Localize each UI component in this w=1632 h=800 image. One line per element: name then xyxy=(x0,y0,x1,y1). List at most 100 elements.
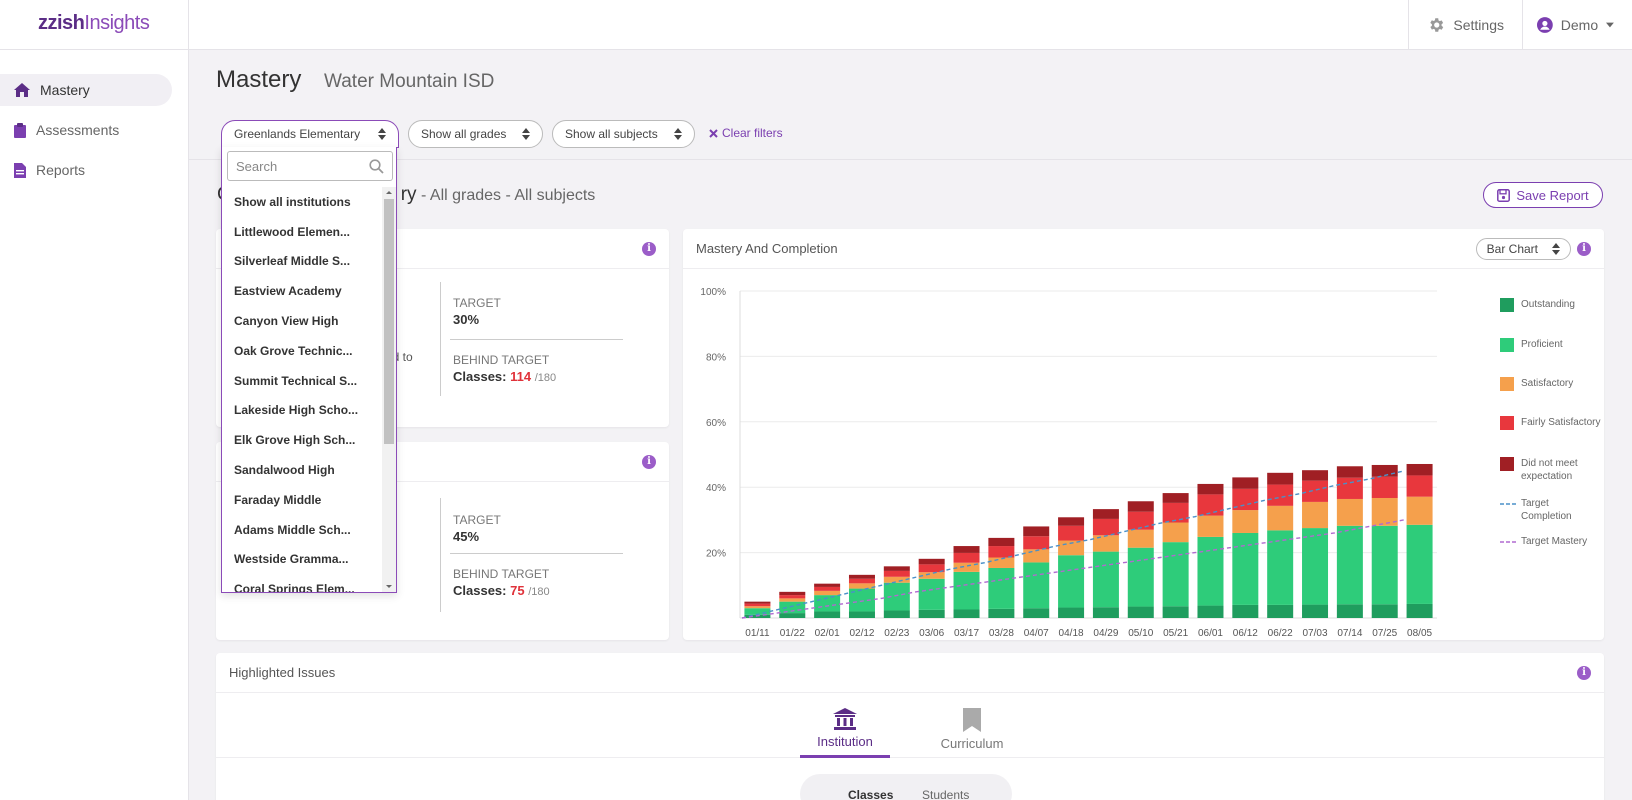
dropdown-item[interactable]: Coral Springs Elem... xyxy=(234,582,355,593)
app-logo[interactable]: zzishInsights xyxy=(38,12,150,34)
bar-segment xyxy=(1302,470,1329,481)
document-icon xyxy=(14,162,26,178)
dropdown-item[interactable]: Faraday Middle xyxy=(234,492,322,507)
sidebar-item-assessments[interactable]: Assessments xyxy=(0,114,172,146)
scroll-down-icon xyxy=(386,585,392,588)
scrollbar-thumb[interactable] xyxy=(384,199,394,444)
bar-segment xyxy=(1336,466,1363,478)
dropdown-scrollbar[interactable] xyxy=(382,187,396,592)
bar-segment xyxy=(1371,476,1398,498)
chart-card-title: Mastery And Completion xyxy=(696,241,838,256)
bar-segment xyxy=(1406,475,1433,497)
dropdown-item[interactable]: Adams Middle Sch... xyxy=(234,522,351,537)
card-header: i xyxy=(216,229,669,269)
info-icon[interactable]: i xyxy=(1577,241,1591,256)
grades-filter[interactable]: Show all grades xyxy=(408,120,543,148)
bar-segment xyxy=(1197,494,1224,516)
bar-segment xyxy=(744,603,771,607)
sidebar-item-label: Reports xyxy=(36,162,86,178)
bar-segment xyxy=(1336,604,1363,618)
top-divider xyxy=(188,0,189,50)
info-icon[interactable]: i xyxy=(642,241,656,256)
bar-segment xyxy=(1162,522,1189,543)
bar-segment xyxy=(953,562,980,572)
dropdown-item[interactable]: Oak Grove Technic... xyxy=(234,343,353,358)
bar-segment xyxy=(1127,547,1154,607)
bar-segment xyxy=(848,574,875,579)
tab-curriculum[interactable]: Curriculum xyxy=(927,708,1017,751)
bar-segment xyxy=(1302,501,1329,529)
dropdown-item[interactable]: Eastview Academy xyxy=(234,284,342,299)
bar-segment xyxy=(953,609,980,618)
legend-label: Target Mastery xyxy=(1521,536,1588,547)
seg-classes[interactable]: Classes xyxy=(848,788,894,800)
dropdown-item[interactable]: Summit Technical S... xyxy=(234,373,358,388)
dropdown-search-input[interactable]: Search xyxy=(227,151,393,181)
sidebar-item-mastery[interactable]: Mastery xyxy=(0,74,172,106)
x-tick-label: 01/22 xyxy=(780,628,805,639)
dropdown-item[interactable]: Elk Grove High Sch... xyxy=(234,433,356,448)
divider xyxy=(440,282,441,396)
info-icon[interactable]: i xyxy=(642,454,656,469)
district-name: Water Mountain ISD xyxy=(324,71,495,92)
bar-segment xyxy=(988,608,1015,618)
bar-segment xyxy=(1336,477,1363,499)
dropdown-item[interactable]: Littlewood Elemen... xyxy=(234,224,351,239)
info-icon[interactable]: i xyxy=(1577,665,1591,680)
save-report-button[interactable]: Save Report xyxy=(1483,182,1603,208)
bar-segment xyxy=(848,611,875,618)
card-header: Mastery And Completion Bar Chart i xyxy=(683,229,1604,269)
y-tick-label: 60% xyxy=(706,418,726,429)
bar-segment xyxy=(883,576,910,583)
bar-segment xyxy=(814,583,841,587)
behind-count: 75 xyxy=(510,583,525,598)
chart-type-select[interactable]: Bar Chart xyxy=(1475,237,1571,260)
bar-segment xyxy=(1023,608,1050,618)
bar-segment xyxy=(1232,488,1259,511)
clear-filters-link[interactable]: Clear filters xyxy=(709,126,783,140)
bar-segment xyxy=(1127,501,1154,512)
card-header: Highlighted Issues i xyxy=(216,653,1604,693)
bar-segment xyxy=(1371,604,1398,618)
x-tick-label: 07/03 xyxy=(1303,628,1328,639)
sort-arrows-icon xyxy=(1552,242,1560,255)
x-tick-label: 02/01 xyxy=(815,628,840,639)
dropdown-item[interactable]: Lakeside High Scho... xyxy=(234,403,359,418)
behind-target-block: BEHIND TARGET Classes: 75 /180 xyxy=(453,567,550,598)
legend-label: Did not meet expectation xyxy=(1521,458,1578,482)
bar-segment xyxy=(1302,480,1329,502)
institution-filter-value: Greenlands Elementary xyxy=(234,127,361,141)
dropdown-item[interactable]: Silverleaf Middle S... xyxy=(234,254,351,269)
institution-icon xyxy=(833,708,857,730)
dropdown-item[interactable]: Canyon View High xyxy=(234,314,339,329)
x-tick-label: 06/12 xyxy=(1233,628,1258,639)
bar-segment xyxy=(1023,526,1050,537)
y-tick-label: 40% xyxy=(706,483,726,494)
bar-segment xyxy=(1336,525,1363,605)
sidebar-item-reports[interactable]: Reports xyxy=(0,154,172,186)
report-title: Cry - All grades - All subjects xyxy=(217,184,596,205)
bar-segment xyxy=(848,583,875,589)
user-avatar-icon xyxy=(1537,17,1553,33)
bar-segment xyxy=(1267,472,1294,485)
dropdown-item[interactable]: Westside Gramma... xyxy=(234,552,349,567)
bar-segment xyxy=(988,567,1015,609)
user-menu-button[interactable]: Demo xyxy=(1522,0,1632,50)
top-bar: zzishInsights Settings Demo xyxy=(0,0,1632,50)
x-tick-label: 08/05 xyxy=(1407,628,1432,639)
home-icon xyxy=(14,83,30,97)
seg-students[interactable]: Students xyxy=(922,788,970,800)
institution-filter[interactable]: Greenlands Elementary xyxy=(221,120,399,148)
x-tick-label: 02/12 xyxy=(849,628,874,639)
legend-swatch xyxy=(1500,416,1514,430)
x-tick-label: 06/01 xyxy=(1198,628,1223,639)
settings-button[interactable]: Settings xyxy=(1408,0,1522,50)
dropdown-item[interactable]: Show all institutions xyxy=(234,194,351,209)
close-icon xyxy=(709,128,718,138)
bar-segment xyxy=(1162,493,1189,503)
bar-segment xyxy=(779,595,806,599)
subjects-filter[interactable]: Show all subjects xyxy=(552,120,695,148)
dropdown-item[interactable]: Sandalwood High xyxy=(234,463,335,478)
tab-institution[interactable]: Institution xyxy=(800,708,890,758)
bar-segment xyxy=(744,601,771,604)
